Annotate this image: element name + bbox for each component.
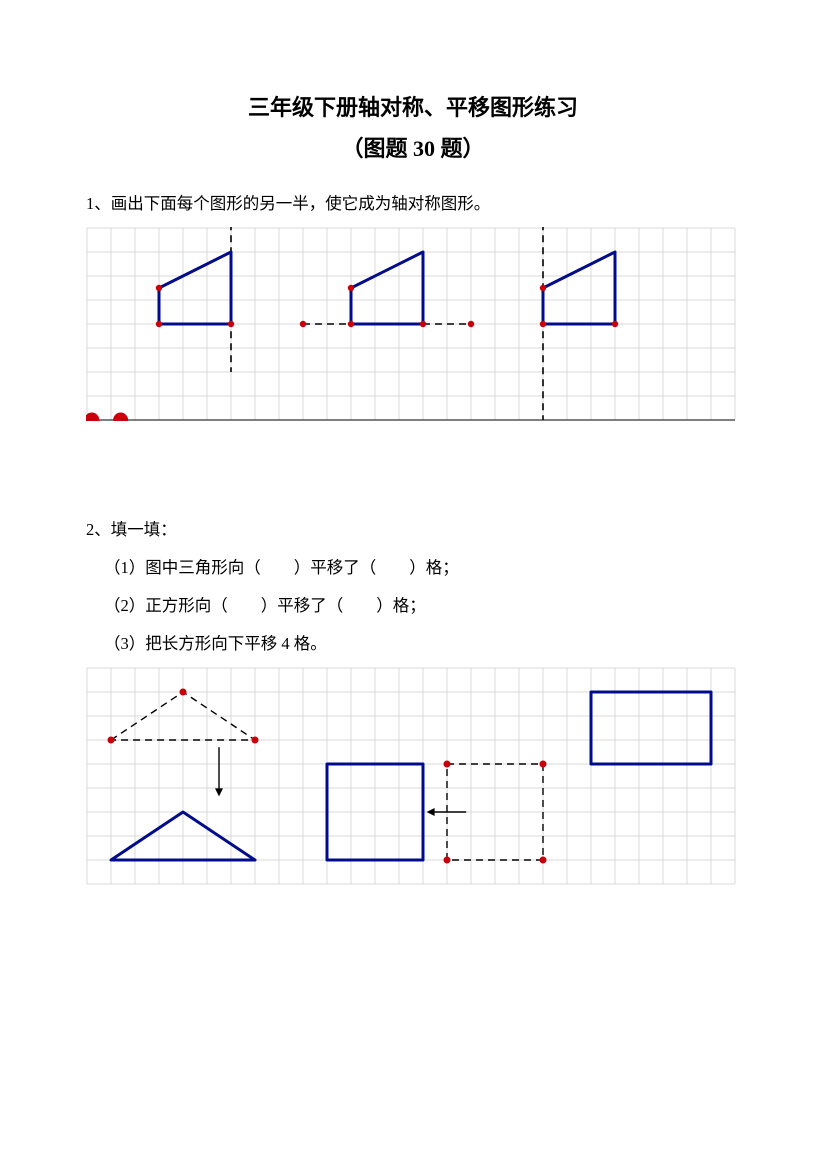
figure-1 — [86, 227, 736, 421]
figure-2 — [86, 667, 736, 885]
page-title: 三年级下册轴对称、平移图形练习 — [86, 90, 740, 125]
q2-c: （3）把长方形向下平移 4 格。 — [86, 625, 740, 663]
page-subtitle: （图题 30 题） — [86, 131, 740, 163]
q2-b: （2）正方形向（ ）平移了（ ）格； — [86, 587, 740, 625]
q2-head: 2、填一填： — [86, 511, 740, 549]
q2-a: （1）图中三角形向（ ）平移了（ ）格； — [86, 549, 740, 587]
q1-text: 1、画出下面每个图形的另一半，使它成为轴对称图形。 — [86, 185, 740, 223]
spacer — [86, 421, 740, 511]
